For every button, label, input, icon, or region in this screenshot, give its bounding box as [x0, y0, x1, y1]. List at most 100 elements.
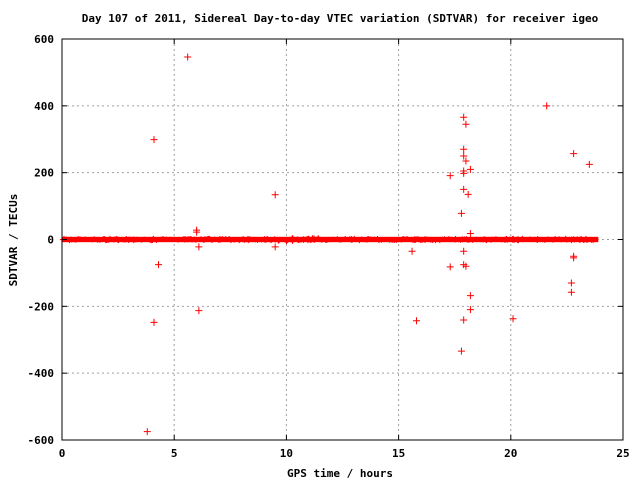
band-point [245, 236, 250, 241]
x-axis-label: GPS time / hours [287, 467, 393, 480]
data-point [464, 190, 472, 198]
band-point [186, 236, 191, 241]
band-point [330, 236, 335, 241]
band-point [449, 236, 454, 241]
y-tick-label: 0 [47, 234, 54, 247]
band-point [499, 238, 504, 243]
x-tick-label: 10 [280, 447, 293, 460]
band-point [108, 236, 113, 241]
band-point [337, 238, 342, 243]
band-point [176, 238, 181, 243]
band-point [69, 238, 74, 243]
data-point [195, 307, 203, 315]
band-point [392, 238, 397, 243]
band-point [579, 236, 584, 241]
band-point [306, 236, 311, 241]
band-point [123, 238, 128, 243]
band-point [189, 237, 194, 242]
band-point [348, 237, 353, 242]
band-point [316, 236, 321, 241]
band-point [68, 236, 73, 241]
band-point [553, 235, 558, 240]
band-point [259, 238, 264, 243]
data-point [413, 317, 421, 325]
data-point [184, 53, 192, 61]
data-point [150, 318, 158, 326]
band-point [262, 238, 267, 243]
data-point [567, 288, 575, 296]
band-point [283, 237, 288, 242]
band-point [66, 238, 71, 243]
band-point [247, 236, 252, 241]
band-point [405, 236, 410, 241]
band-point [151, 236, 156, 241]
band-point [154, 239, 159, 244]
band-point [418, 239, 423, 244]
x-tick-label: 20 [504, 447, 517, 460]
band-point [114, 236, 119, 241]
data-point [457, 209, 465, 217]
band-point [444, 237, 449, 242]
band-point [76, 236, 81, 241]
band-point [195, 237, 200, 242]
band-point [90, 238, 95, 243]
band-point [510, 238, 515, 243]
data-point [466, 306, 474, 314]
band-point [551, 238, 556, 243]
y-tick-label: 200 [34, 167, 54, 180]
data-band [60, 235, 599, 245]
band-point [559, 238, 564, 243]
data-point [462, 262, 470, 270]
band-point [494, 237, 499, 242]
band-point [464, 236, 469, 241]
band-point [505, 237, 510, 242]
band-point [546, 236, 551, 241]
data-point [457, 347, 465, 355]
band-point [399, 238, 404, 243]
data-point [460, 152, 468, 160]
band-point [242, 238, 247, 243]
band-point [473, 237, 478, 242]
band-point [221, 237, 226, 242]
data-point [446, 263, 454, 271]
band-point [209, 239, 214, 244]
band-point [246, 239, 251, 244]
data-point [509, 315, 517, 323]
band-point [96, 237, 101, 242]
band-point [424, 236, 429, 241]
y-tick-label: -600 [28, 434, 55, 447]
chart-title: Day 107 of 2011, Sidereal Day-to-day VTE… [82, 12, 599, 25]
band-point [315, 236, 320, 241]
band-point [126, 239, 131, 244]
band-point [217, 235, 222, 240]
band-point [478, 236, 483, 241]
band-point [343, 236, 348, 241]
band-point [253, 238, 258, 243]
band-point [297, 238, 302, 243]
band-point [563, 235, 568, 240]
x-tick-label: 0 [59, 447, 66, 460]
band-point [326, 237, 331, 242]
band-point [582, 238, 587, 243]
band-point [515, 239, 520, 244]
band-point [192, 236, 197, 241]
band-point [525, 237, 530, 242]
band-point [116, 238, 121, 243]
data-point [143, 428, 151, 436]
band-point [241, 236, 246, 241]
y-axis-label: SDTVAR / TECUs [7, 194, 20, 287]
data-point [460, 145, 468, 153]
band-point [352, 237, 357, 242]
data-point [446, 172, 454, 180]
y-tick-label: 600 [34, 33, 54, 46]
x-tick-label: 5 [171, 447, 178, 460]
band-point [235, 237, 240, 242]
band-point [134, 236, 139, 241]
band-point [585, 237, 590, 242]
band-point [255, 238, 260, 243]
band-point [143, 237, 148, 242]
band-point [564, 238, 569, 243]
data-point [543, 102, 551, 110]
band-point [401, 235, 406, 240]
band-point [206, 236, 211, 241]
